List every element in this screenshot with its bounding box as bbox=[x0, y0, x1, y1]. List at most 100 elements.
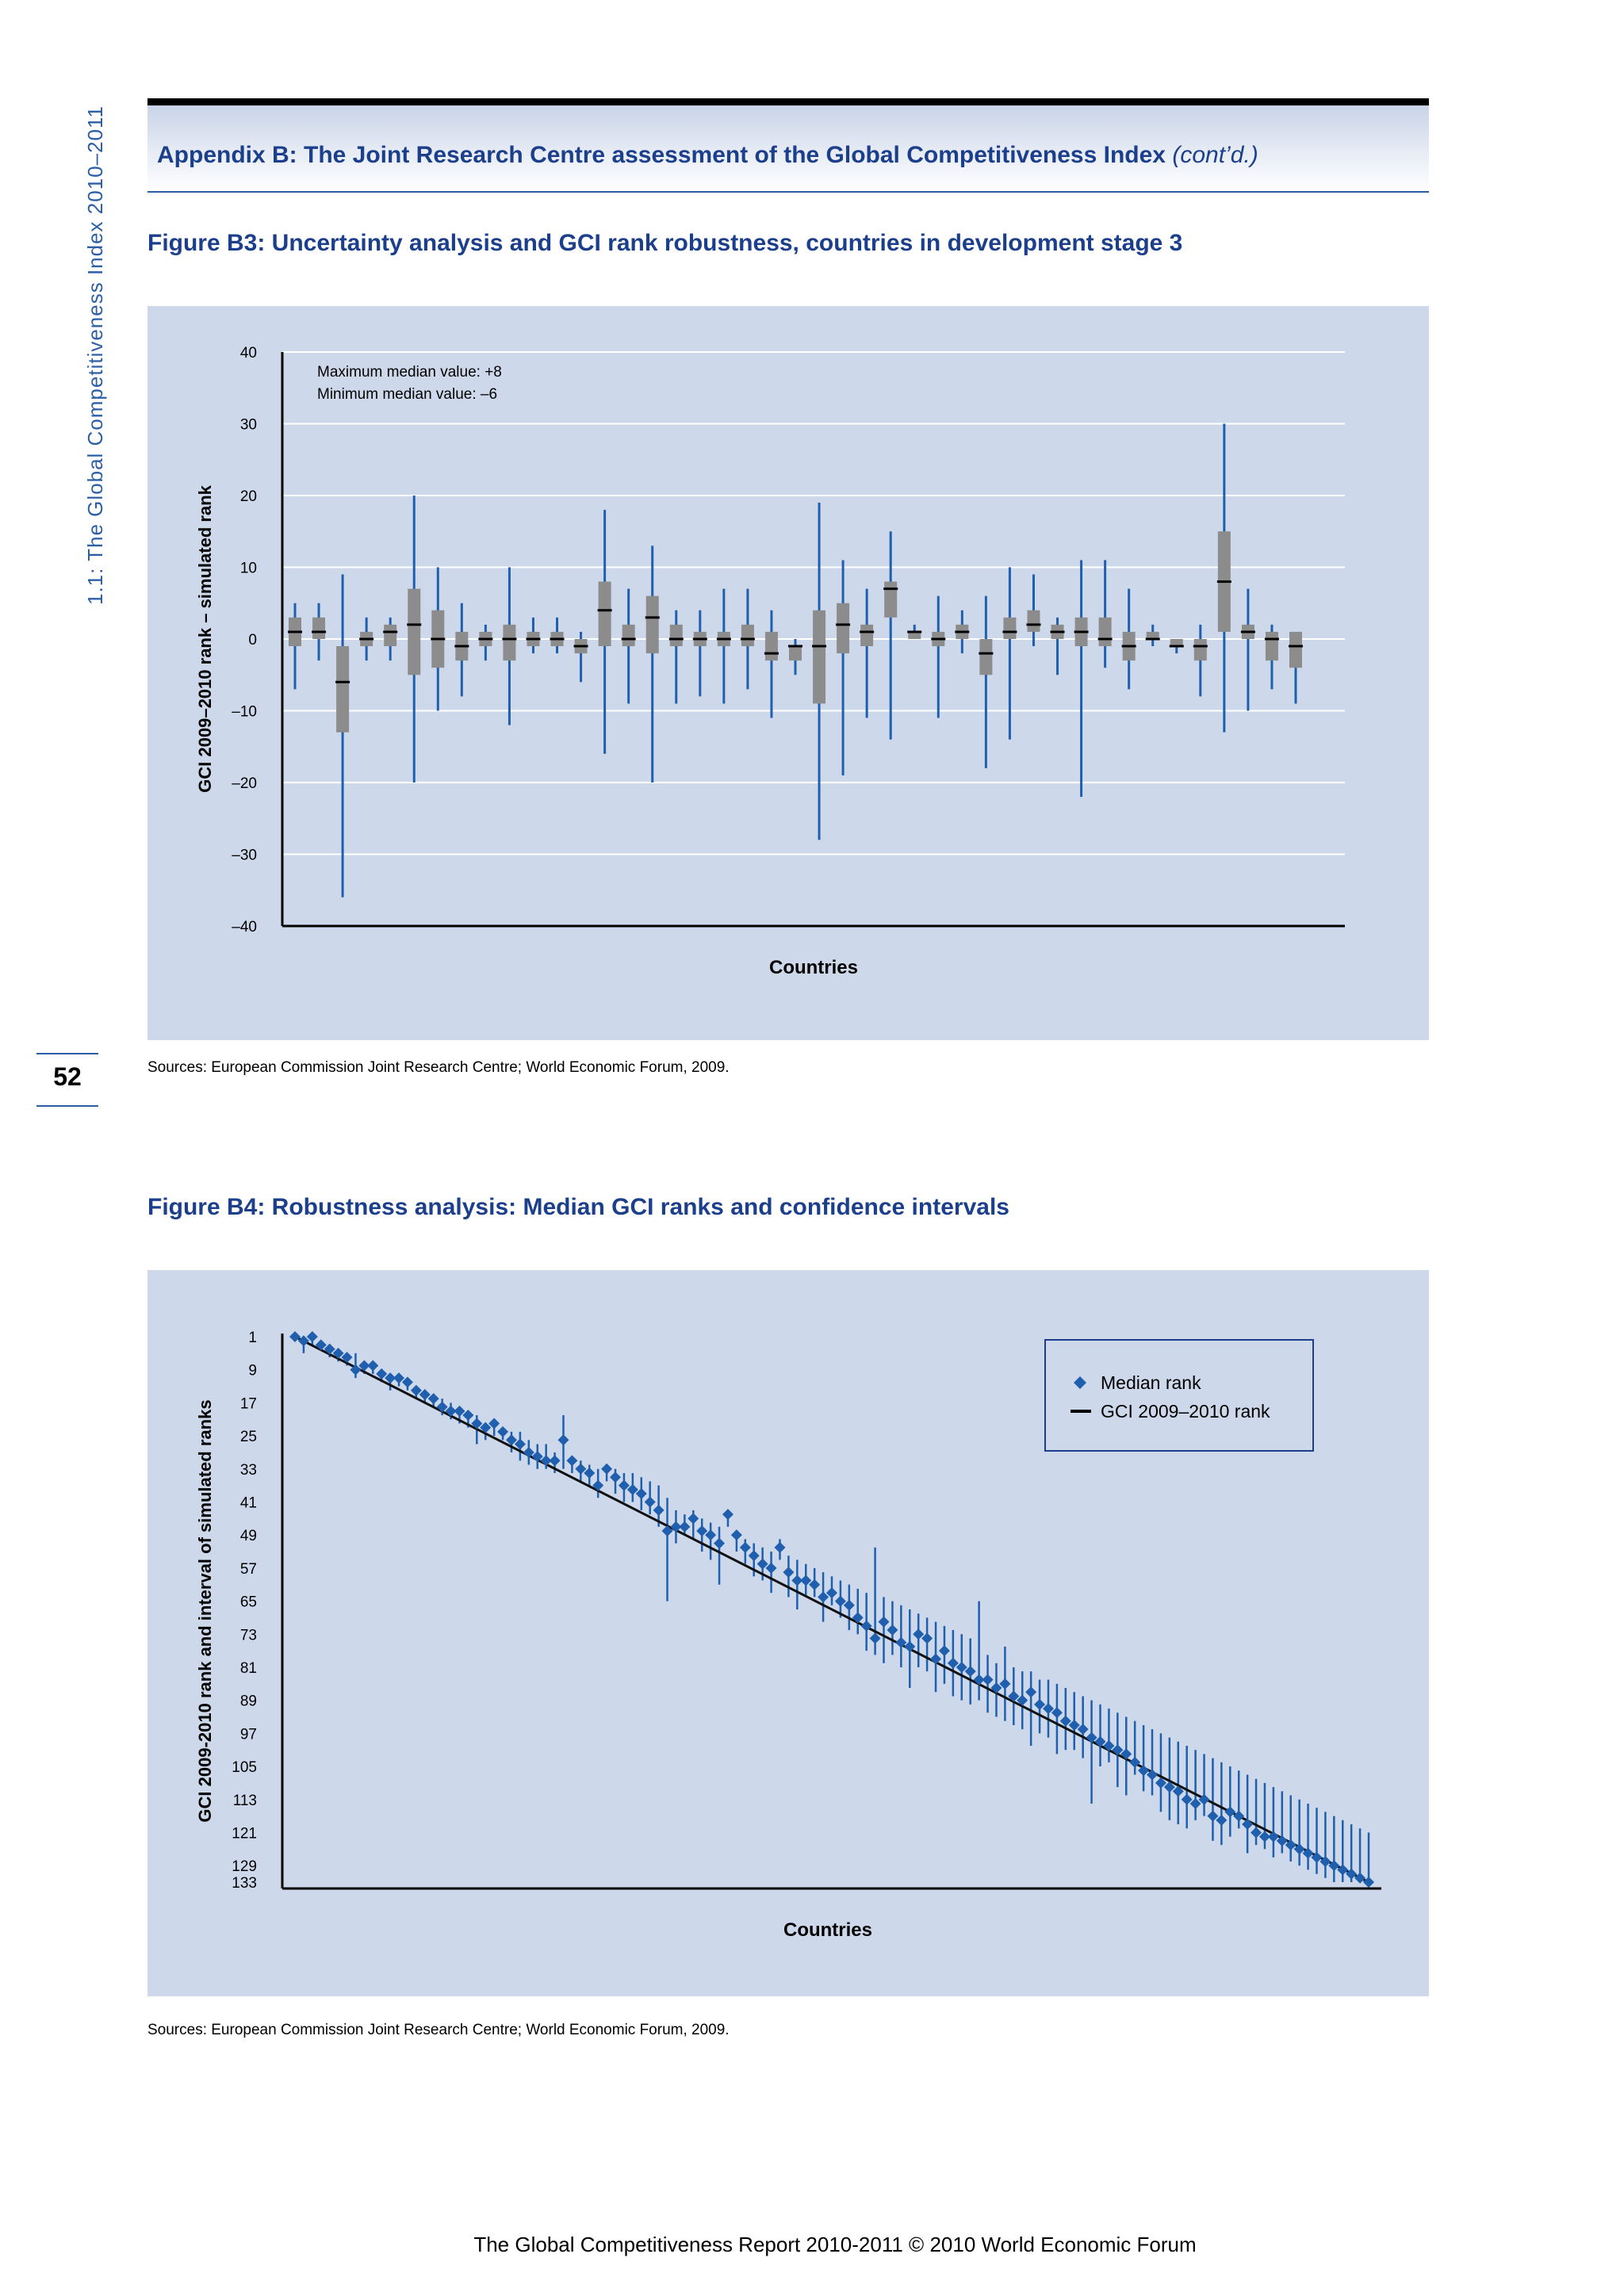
b4-median-point bbox=[427, 1393, 439, 1405]
b4-median-point bbox=[878, 1616, 890, 1628]
b3-box bbox=[1002, 567, 1017, 740]
b3-iqr-box bbox=[764, 631, 778, 661]
b4-median-point bbox=[480, 1422, 492, 1433]
b4-median-point bbox=[904, 1640, 916, 1652]
b4-median-point bbox=[1129, 1756, 1141, 1768]
b3-box bbox=[407, 496, 422, 783]
b4-median-point bbox=[774, 1541, 786, 1553]
b3-annotation-max: Maximum median value: +8 bbox=[317, 364, 502, 381]
b3-box bbox=[931, 595, 946, 718]
b4-median-point bbox=[930, 1653, 942, 1665]
b4-legend-gci: GCI 2009–2010 rank bbox=[1101, 1401, 1270, 1422]
b4-median-point bbox=[730, 1529, 742, 1541]
b4-median-point bbox=[324, 1343, 335, 1355]
b4-median-point bbox=[1103, 1740, 1115, 1751]
b4-median-point bbox=[436, 1401, 448, 1413]
b4-median-point bbox=[1068, 1719, 1080, 1731]
page-number: 52 bbox=[53, 1062, 82, 1091]
b4-median-point bbox=[1086, 1732, 1097, 1743]
figure-b4-sources: Sources: European Commission Joint Resea… bbox=[147, 2022, 730, 2038]
page-footer: The Global Competitiveness Report 2010-2… bbox=[473, 2233, 1197, 2256]
b3-box bbox=[312, 603, 327, 661]
b3-box bbox=[860, 588, 875, 718]
b4-y-tick-label: 89 bbox=[240, 1693, 257, 1710]
b3-y-tick-label: 40 bbox=[240, 345, 257, 362]
b4-median-point bbox=[1251, 1827, 1262, 1839]
b4-y-tick-label: 73 bbox=[240, 1627, 257, 1644]
b4-median-point bbox=[1163, 1781, 1175, 1793]
b4-median-point bbox=[367, 1360, 379, 1372]
b3-iqr-box bbox=[1289, 631, 1302, 668]
b4-y-tick-label: 33 bbox=[240, 1462, 257, 1479]
b3-box bbox=[764, 610, 779, 718]
b4-median-point bbox=[834, 1595, 846, 1607]
b4-median-point bbox=[505, 1434, 517, 1446]
b4-median-point bbox=[1285, 1839, 1297, 1851]
b4-median-point bbox=[531, 1451, 543, 1463]
b4-median-point bbox=[921, 1632, 933, 1644]
b4-median-point bbox=[1216, 1814, 1228, 1826]
b4-y-tick-label: 129 bbox=[232, 1858, 257, 1875]
b4-y-tick-label: 97 bbox=[240, 1726, 257, 1743]
b4-median-point bbox=[688, 1513, 699, 1525]
b3-box bbox=[716, 588, 731, 704]
b3-iqr-box bbox=[1170, 639, 1183, 647]
b4-median-point bbox=[1276, 1835, 1288, 1846]
b3-iqr-box bbox=[789, 646, 802, 661]
b3-iqr-box bbox=[336, 646, 350, 733]
b4-median-points bbox=[289, 1331, 1374, 1888]
b3-box bbox=[1289, 631, 1303, 704]
b3-box bbox=[1026, 574, 1041, 647]
b4-median-point bbox=[1224, 1806, 1236, 1818]
b4-median-point bbox=[818, 1591, 829, 1603]
b3-box bbox=[1145, 624, 1160, 647]
b4-median-point bbox=[852, 1612, 864, 1624]
b3-box bbox=[1264, 624, 1279, 690]
b3-box bbox=[668, 610, 684, 704]
legend-diamond-icon bbox=[1074, 1376, 1086, 1389]
b4-median-point bbox=[297, 1335, 309, 1347]
b3-box bbox=[1121, 588, 1136, 690]
b3-y-tick-label: –40 bbox=[232, 919, 257, 936]
b4-y-tick-label: 133 bbox=[232, 1875, 257, 1892]
b4-median-point bbox=[722, 1509, 733, 1521]
b3-box bbox=[788, 639, 802, 675]
b4-median-point bbox=[497, 1425, 509, 1437]
b3-box bbox=[383, 617, 398, 661]
page-number-rule-top bbox=[36, 1053, 98, 1054]
b4-median-point bbox=[514, 1438, 526, 1450]
b4-median-point bbox=[938, 1645, 950, 1657]
b4-median-point bbox=[1207, 1810, 1219, 1822]
b4-median-point bbox=[454, 1405, 465, 1417]
b3-box bbox=[1169, 639, 1184, 654]
b3-box bbox=[621, 588, 636, 704]
b4-median-point bbox=[1147, 1769, 1159, 1781]
b3-y-tick-label: 0 bbox=[248, 632, 257, 649]
b4-median-point bbox=[1181, 1793, 1193, 1805]
appendix-title-cont: (cont’d.) bbox=[1172, 142, 1258, 168]
b4-median-point bbox=[566, 1455, 578, 1467]
b3-box bbox=[907, 624, 922, 639]
b4-median-point bbox=[705, 1529, 717, 1541]
b4-median-point bbox=[956, 1661, 967, 1673]
b3-iqr-box bbox=[741, 624, 754, 647]
b4-median-point bbox=[1138, 1765, 1150, 1777]
b3-boxes bbox=[288, 423, 1303, 897]
b4-median-point bbox=[549, 1455, 561, 1467]
b3-iqr-box bbox=[1027, 610, 1040, 632]
b3-box bbox=[692, 610, 707, 697]
b3-iqr-box bbox=[408, 588, 421, 675]
b4-median-point bbox=[584, 1468, 596, 1479]
b3-box bbox=[1097, 560, 1113, 668]
b3-iqr-box bbox=[979, 639, 993, 675]
b3-y-ticks: 40 30 20 10 0 –10 –20 –30 –40 bbox=[232, 345, 257, 936]
b4-median-point bbox=[1302, 1847, 1314, 1859]
b4-median-point bbox=[376, 1368, 388, 1380]
b4-median-point bbox=[1242, 1819, 1254, 1831]
b3-box bbox=[955, 610, 970, 654]
b3-box bbox=[645, 545, 660, 783]
b3-box bbox=[883, 531, 898, 740]
b4-y-tick-label: 9 bbox=[248, 1363, 257, 1380]
b4-median-point bbox=[315, 1339, 327, 1351]
